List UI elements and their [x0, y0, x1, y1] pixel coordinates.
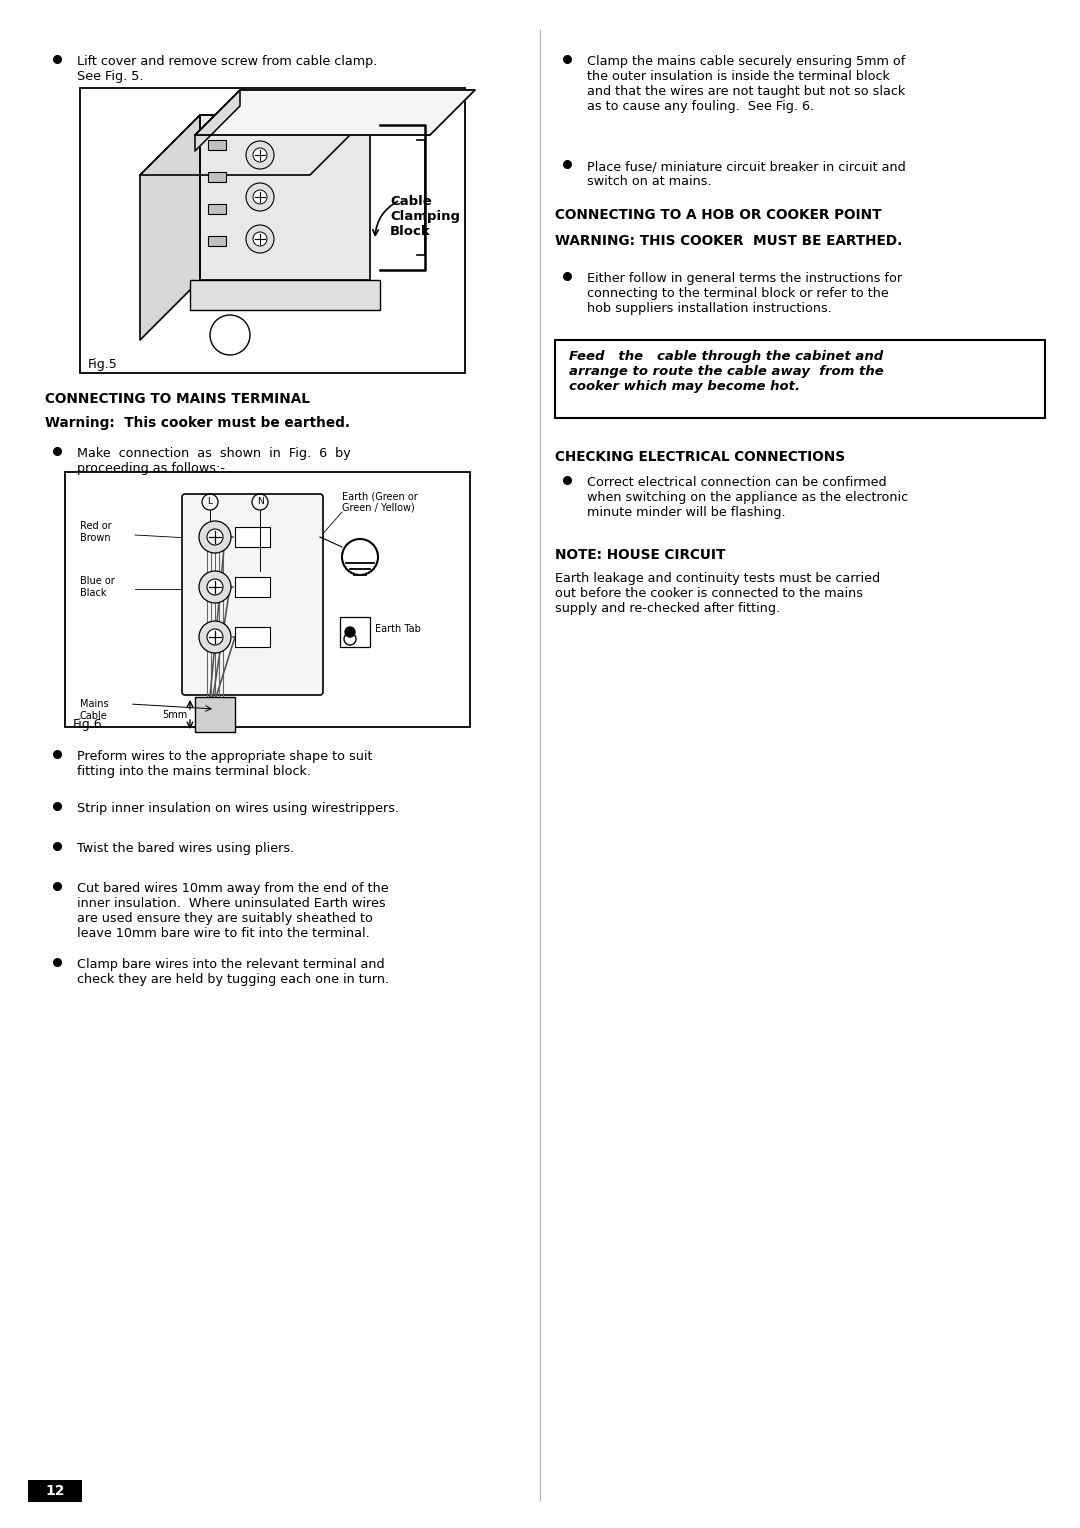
- FancyBboxPatch shape: [183, 494, 323, 695]
- Text: 5mm: 5mm: [162, 711, 187, 720]
- Text: 12: 12: [45, 1484, 65, 1497]
- Bar: [190, 280, 380, 310]
- Text: Warning:  This cooker must be earthed.: Warning: This cooker must be earthed.: [45, 416, 350, 429]
- Text: Earth (Green or
Green / Yellow): Earth (Green or Green / Yellow): [342, 490, 418, 513]
- Bar: [28, 1481, 82, 1502]
- Text: Correct electrical connection can be confirmed
when switching on the appliance a: Correct electrical connection can be con…: [588, 477, 908, 520]
- Text: Twist the bared wires using pliers.: Twist the bared wires using pliers.: [77, 842, 294, 856]
- Bar: [208, 235, 226, 246]
- Circle shape: [207, 630, 222, 645]
- Circle shape: [345, 626, 355, 637]
- Text: Cut bared wires 10mm away from the end of the
inner insulation.  Where uninsulat: Cut bared wires 10mm away from the end o…: [77, 882, 389, 940]
- Circle shape: [199, 571, 231, 604]
- Text: Feed   the   cable through the cabinet and
arrange to route the cable away  from: Feed the cable through the cabinet and a…: [569, 350, 883, 393]
- Circle shape: [207, 529, 222, 545]
- Text: CHECKING ELECTRICAL CONNECTIONS: CHECKING ELECTRICAL CONNECTIONS: [555, 451, 846, 465]
- Bar: [235, 578, 270, 597]
- Circle shape: [253, 189, 267, 205]
- Circle shape: [207, 579, 222, 594]
- Text: NOTE: HOUSE CIRCUIT: NOTE: HOUSE CIRCUIT: [555, 549, 726, 562]
- Text: N: N: [257, 498, 264, 506]
- Bar: [555, 341, 1045, 419]
- Bar: [235, 527, 270, 547]
- Text: Red or
Brown: Red or Brown: [80, 521, 111, 542]
- Bar: [235, 626, 270, 646]
- Circle shape: [199, 620, 231, 652]
- Bar: [80, 89, 465, 373]
- Bar: [65, 472, 470, 727]
- Circle shape: [210, 315, 249, 354]
- Polygon shape: [140, 115, 200, 341]
- Text: Fig.6: Fig.6: [73, 718, 103, 730]
- Text: Clamp the mains cable securely ensuring 5mm of
the outer insulation is inside th: Clamp the mains cable securely ensuring …: [588, 55, 905, 113]
- Text: Mains
Cable: Mains Cable: [80, 698, 109, 721]
- Circle shape: [246, 183, 274, 211]
- Polygon shape: [195, 90, 475, 134]
- Bar: [208, 141, 226, 150]
- Text: Blue or
Black: Blue or Black: [80, 576, 114, 597]
- Text: Lift cover and remove screw from cable clamp.
See Fig. 5.: Lift cover and remove screw from cable c…: [77, 55, 377, 83]
- Text: Preform wires to the appropriate shape to suit
fitting into the mains terminal b: Preform wires to the appropriate shape t…: [77, 750, 373, 778]
- Text: Make  connection  as  shown  in  Fig.  6  by
proceeding as follows:-: Make connection as shown in Fig. 6 by pr…: [77, 448, 351, 475]
- Text: L: L: [207, 498, 213, 506]
- Circle shape: [253, 148, 267, 162]
- Text: Strip inner insulation on wires using wirestrippers.: Strip inner insulation on wires using wi…: [77, 802, 400, 814]
- Text: Place fuse/ miniature circuit breaker in circuit and
switch on at mains.: Place fuse/ miniature circuit breaker in…: [588, 160, 906, 188]
- Text: Earth Tab: Earth Tab: [375, 623, 421, 634]
- Text: CONNECTING TO MAINS TERMINAL: CONNECTING TO MAINS TERMINAL: [45, 393, 310, 406]
- Polygon shape: [140, 115, 370, 176]
- Text: Either follow in general terms the instructions for
connecting to the terminal b: Either follow in general terms the instr…: [588, 272, 902, 315]
- Bar: [340, 617, 370, 646]
- Circle shape: [199, 521, 231, 553]
- Text: Earth leakage and continuity tests must be carried
out before the cooker is conn: Earth leakage and continuity tests must …: [555, 571, 880, 614]
- Polygon shape: [200, 115, 370, 280]
- Text: WARNING: THIS COOKER  MUST BE EARTHED.: WARNING: THIS COOKER MUST BE EARTHED.: [555, 234, 902, 248]
- Circle shape: [253, 232, 267, 246]
- Text: Clamp bare wires into the relevant terminal and
check they are held by tugging e: Clamp bare wires into the relevant termi…: [77, 958, 389, 986]
- Bar: [208, 173, 226, 182]
- Text: Cable
Clamping
Block: Cable Clamping Block: [390, 196, 460, 238]
- Bar: [208, 205, 226, 214]
- Bar: [195, 697, 235, 732]
- Circle shape: [246, 141, 274, 170]
- Text: CONNECTING TO A HOB OR COOKER POINT: CONNECTING TO A HOB OR COOKER POINT: [555, 208, 881, 222]
- Text: Fig.5: Fig.5: [87, 358, 118, 371]
- Circle shape: [246, 225, 274, 254]
- Polygon shape: [195, 90, 240, 151]
